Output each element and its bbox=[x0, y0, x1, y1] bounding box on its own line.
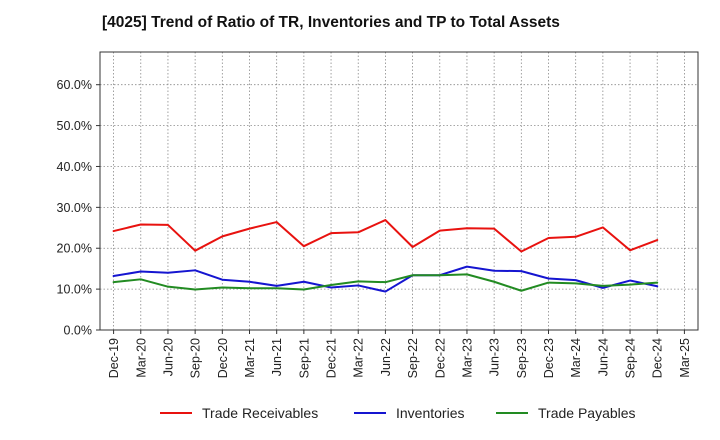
x-tick-label: Mar-21 bbox=[243, 338, 257, 378]
series-line-inventories bbox=[112, 265, 659, 293]
legend-item-inventories: Inventories bbox=[354, 405, 464, 421]
x-tick-label: Sep-20 bbox=[189, 338, 203, 378]
axes: 0.0% 10.0% 20.0% 30.0% 40.0% 50.0% 60.0% Dec-19… bbox=[57, 78, 692, 378]
x-tick-label: Sep-23 bbox=[515, 338, 529, 378]
chart-title: [4025] Trend of Ratio of TR, Inventories… bbox=[102, 14, 560, 31]
y-tick-label: 10.0% bbox=[57, 283, 92, 297]
x-tick-label: Jun-23 bbox=[488, 338, 502, 376]
x-tick-label: Dec-21 bbox=[325, 338, 339, 378]
legend-swatch-trade-receivables bbox=[160, 412, 192, 414]
y-tick-label: 0.0% bbox=[64, 324, 93, 338]
legend-label-inventories: Inventories bbox=[396, 405, 465, 421]
y-tick-label: 30.0% bbox=[57, 201, 92, 215]
legend-item-trade-receivables: Trade Receivables bbox=[160, 405, 318, 421]
x-tick-label: Jun-21 bbox=[270, 338, 284, 376]
grid-lines bbox=[100, 52, 698, 331]
y-tick-label: 60.0% bbox=[57, 78, 92, 92]
y-tick-label: 20.0% bbox=[57, 242, 92, 256]
legend-swatch-trade-payables bbox=[496, 412, 528, 414]
x-tick-label: Mar-25 bbox=[678, 338, 692, 378]
x-tick-label: Dec-24 bbox=[651, 338, 665, 378]
series-line-trade-receivables bbox=[112, 219, 659, 253]
x-tick-label: Dec-20 bbox=[216, 338, 230, 378]
x-tick-label: Mar-24 bbox=[569, 338, 583, 378]
x-tick-label: Mar-22 bbox=[352, 338, 366, 378]
legend: Trade Receivables Inventories Trade Paya… bbox=[0, 405, 720, 425]
legend-swatch-inventories bbox=[354, 412, 386, 414]
x-tick-label: Sep-22 bbox=[406, 338, 420, 378]
y-tick-label: 50.0% bbox=[57, 119, 92, 133]
y-tick-label: 40.0% bbox=[57, 160, 92, 174]
x-tick-label: Sep-24 bbox=[624, 338, 638, 378]
x-tick-label: Dec-19 bbox=[107, 338, 121, 378]
legend-label-trade-payables: Trade Payables bbox=[538, 405, 636, 421]
series-line-trade-payables bbox=[112, 273, 659, 292]
x-tick-label: Mar-20 bbox=[134, 338, 148, 378]
x-tick-label: Sep-21 bbox=[297, 338, 311, 378]
x-tick-label: Jun-24 bbox=[596, 338, 610, 376]
legend-item-trade-payables: Trade Payables bbox=[496, 405, 636, 421]
x-tick-label: Jun-20 bbox=[161, 338, 175, 376]
x-tick-label: Jun-22 bbox=[379, 338, 393, 376]
x-tick-label: Dec-22 bbox=[433, 338, 447, 378]
series-layer bbox=[112, 219, 659, 293]
legend-label-trade-receivables: Trade Receivables bbox=[202, 405, 319, 421]
x-tick-label: Mar-23 bbox=[460, 338, 474, 378]
x-tick-label: Dec-23 bbox=[542, 338, 556, 378]
plot-frame bbox=[99, 51, 699, 331]
